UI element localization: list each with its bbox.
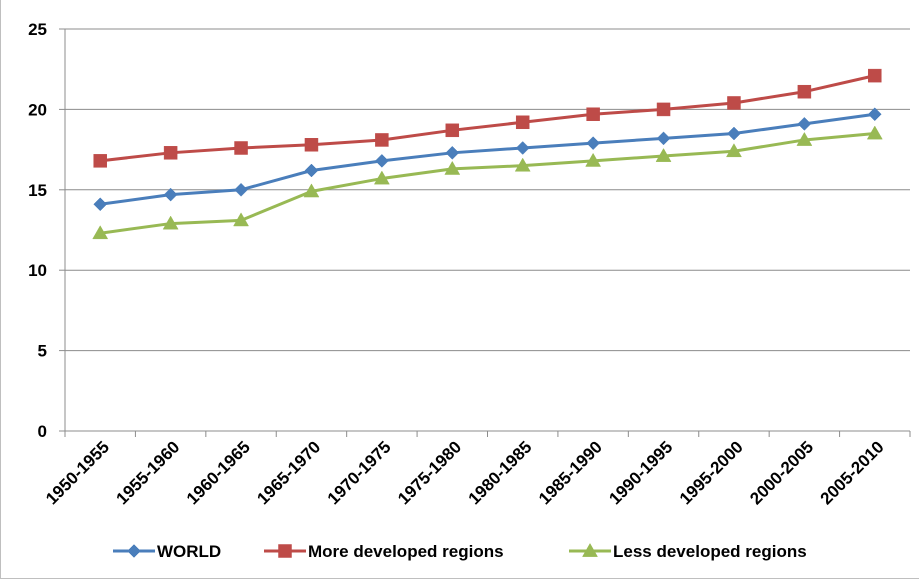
series-line-2 [100, 132, 875, 235]
series-line-1 [100, 74, 876, 163]
x-tick-label: 1965-1970 [253, 437, 324, 508]
data-point-0 [445, 145, 460, 160]
data-point-1 [727, 96, 741, 110]
series-lines [100, 74, 876, 235]
y-tick-label: 25 [28, 20, 47, 39]
data-point-0 [234, 182, 248, 197]
legend-item-0: WORLD [113, 542, 221, 561]
y-tick-label: 0 [38, 422, 47, 441]
x-tick-label: 1975-1980 [394, 437, 465, 508]
legend-item-2: Less developed regions [569, 542, 807, 561]
legend-label: More developed regions [308, 542, 504, 561]
data-point-1 [586, 107, 600, 121]
data-point-0 [304, 163, 319, 178]
y-tick-label: 20 [28, 100, 47, 119]
gridlines [65, 28, 910, 352]
y-tick-label: 5 [38, 342, 47, 361]
data-point-0 [586, 136, 600, 151]
series-line-0 [100, 112, 875, 206]
x-tick-label: 1990-1995 [605, 437, 676, 508]
data-point-2 [303, 183, 320, 198]
axes: 0 5 10 15 20 25 1950-1955 1955-1960 1960-1965 196… [28, 20, 911, 508]
data-point-0 [375, 154, 389, 168]
data-point-1 [163, 146, 178, 160]
legend-marker [127, 544, 141, 558]
data-point-2 [92, 225, 109, 240]
x-tick-label: 1980-1985 [465, 437, 536, 508]
data-point-1 [234, 141, 248, 155]
y-tick-label: 10 [28, 261, 47, 280]
x-tick-label: 1950-1955 [42, 437, 113, 508]
data-point-2 [585, 152, 602, 167]
y-tick-label: 15 [28, 181, 47, 200]
data-point-0 [515, 141, 530, 155]
data-point-1 [515, 115, 530, 130]
data-point-0 [797, 117, 812, 131]
data-point-2 [796, 131, 813, 146]
data-point-0 [93, 197, 108, 212]
data-point-1 [445, 123, 460, 138]
x-tick-label: 1995-2000 [676, 437, 747, 508]
data-point-1 [375, 133, 389, 147]
data-point-2 [655, 148, 672, 162]
legend-label: Less developed regions [613, 542, 807, 561]
data-point-0 [727, 126, 741, 141]
data-point-2 [514, 157, 531, 172]
x-tick-label: 1955-1960 [113, 437, 184, 508]
series-markers [92, 68, 883, 240]
data-point-2 [726, 143, 742, 158]
x-tick-label: 1960-1965 [183, 437, 254, 508]
data-point-1 [797, 84, 812, 99]
data-point-2 [373, 170, 390, 185]
x-tick-label: 2005-2010 [817, 437, 888, 508]
legend-marker [278, 544, 292, 558]
x-tick-label: 1985-1990 [535, 437, 606, 508]
data-point-1 [868, 68, 882, 83]
data-point-1 [304, 138, 319, 152]
data-point-1 [93, 154, 107, 168]
legend-item-1: More developed regions [264, 542, 504, 561]
data-point-0 [867, 107, 882, 122]
data-point-1 [656, 102, 671, 117]
data-point-2 [233, 212, 249, 227]
x-tick-label: 1970-1975 [324, 437, 395, 508]
x-tick-label: 2000-2005 [746, 437, 817, 508]
data-point-0 [656, 131, 671, 146]
data-point-2 [866, 125, 883, 140]
data-point-2 [444, 160, 461, 175]
data-point-2 [162, 215, 179, 230]
legend-marker [582, 542, 598, 557]
legend-label: WORLD [157, 542, 221, 561]
legend: WORLD More developed regions Less develope… [113, 542, 807, 561]
data-point-0 [163, 187, 178, 202]
